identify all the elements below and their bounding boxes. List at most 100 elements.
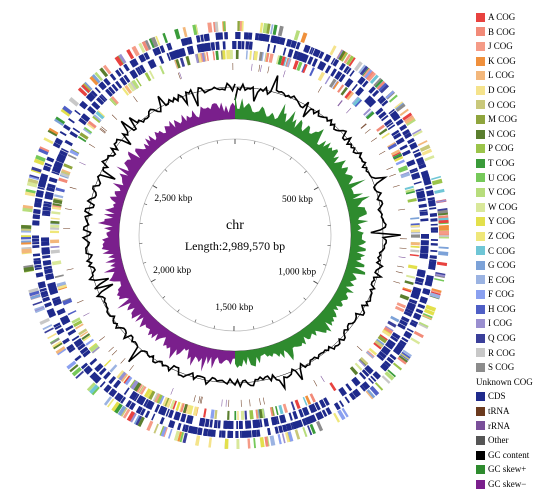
cog-block: [241, 411, 245, 420]
scale-tick: [254, 141, 255, 144]
rna-mark: [321, 376, 325, 382]
rna-mark: [399, 256, 406, 257]
legend-label: B COG: [488, 25, 515, 40]
scale-tick: [143, 262, 146, 263]
legend-item: I COG: [476, 316, 550, 331]
cog-block: [159, 65, 165, 74]
legend-item: A COG: [476, 10, 550, 25]
legend-item: G COG: [476, 258, 550, 273]
cds-block: [224, 421, 227, 429]
cog-block: [418, 140, 428, 146]
rna-mark: [251, 64, 252, 71]
rna-mark: [318, 86, 322, 92]
cog-block: [21, 237, 31, 239]
cds-block: [60, 131, 67, 136]
cog-block: [439, 231, 449, 235]
rna-mark: [171, 388, 174, 395]
cog-block: [329, 45, 336, 55]
cog-block: [50, 231, 59, 234]
legend-swatch-icon: [476, 451, 485, 460]
rna-mark: [221, 399, 222, 406]
scale-tick: [253, 326, 254, 329]
legend-item: S COG: [476, 360, 550, 375]
legend-item: C COG: [476, 244, 550, 259]
scale-tick: [178, 310, 180, 312]
cog-block: [183, 27, 188, 37]
legend-item: B COG: [476, 25, 550, 40]
cog-block: [260, 23, 264, 33]
legend-swatch-icon: [476, 363, 485, 372]
cog-block: [410, 254, 419, 256]
cog-block: [208, 437, 212, 447]
legend-swatch-icon: [476, 436, 485, 445]
cog-block: [300, 32, 307, 43]
cog-block: [51, 218, 60, 220]
cds-block: [62, 338, 70, 345]
scale-tick: [289, 311, 291, 313]
legend-label: tRNA: [488, 404, 510, 419]
rna-mark: [399, 248, 406, 249]
legend-label: Z COG: [488, 229, 515, 244]
cds-block: [44, 302, 52, 308]
legend-swatch-icon: [476, 217, 485, 226]
cds-block: [70, 131, 78, 138]
cds-block: [74, 110, 80, 115]
cds-block: [238, 41, 242, 49]
scale-tick: [314, 187, 318, 189]
legend-item: M COG: [476, 112, 550, 127]
legend-swatch-icon: [476, 275, 485, 284]
legend-item: Z COG: [476, 229, 550, 244]
legend-item: R COG: [476, 346, 550, 361]
cog-block: [50, 224, 59, 227]
legend-label: N COG: [488, 127, 516, 142]
cds-block: [249, 42, 253, 50]
cds-block: [421, 236, 429, 238]
legend-label: J COG: [488, 39, 513, 54]
cds-block: [429, 207, 436, 210]
rna-mark: [198, 396, 200, 403]
legend-item: L COG: [476, 68, 550, 83]
cog-block: [215, 51, 218, 60]
rna-mark: [371, 137, 377, 141]
cds-block: [325, 407, 332, 415]
rna-mark: [386, 167, 393, 170]
rna-mark: [361, 124, 367, 129]
cds-block: [431, 228, 438, 231]
cog-block: [410, 249, 419, 252]
legend-label: E COG: [488, 273, 515, 288]
cog-block: [104, 396, 112, 406]
legend-swatch-icon: [476, 86, 485, 95]
cog-block: [21, 225, 31, 229]
cog-block: [237, 21, 240, 31]
rna-mark: [365, 129, 371, 134]
legend-swatch-icon: [476, 27, 485, 36]
legend-swatch-icon: [476, 42, 485, 51]
cds-block: [242, 41, 245, 49]
legend-label: S COG: [488, 360, 514, 375]
cds-block: [325, 65, 331, 73]
cog-block: [230, 50, 233, 59]
legend-swatch-icon: [476, 71, 485, 80]
cds-block: [73, 128, 81, 134]
cds-block: [245, 41, 249, 49]
genome-length-label: Length:2,989,570 bp: [185, 239, 285, 253]
rna-mark: [101, 126, 107, 131]
legend-swatch-icon: [476, 348, 485, 357]
cog-block: [439, 247, 449, 249]
cog-block: [408, 265, 417, 270]
rna-mark: [108, 347, 114, 352]
cds-block: [160, 417, 165, 425]
cds-block: [242, 431, 246, 438]
cog-block: [275, 406, 279, 415]
cog-block: [439, 226, 449, 230]
cog-block: [407, 198, 416, 203]
legend-label: W COG: [488, 200, 518, 215]
legend-item: U COG: [476, 171, 550, 186]
cds-block: [420, 246, 428, 250]
rna-mark: [233, 63, 234, 70]
legend-item: N COG: [476, 127, 550, 142]
cog-block: [329, 382, 336, 391]
cds-block: [100, 381, 106, 387]
cog-block: [295, 400, 301, 410]
legend-swatch-icon: [476, 334, 485, 343]
